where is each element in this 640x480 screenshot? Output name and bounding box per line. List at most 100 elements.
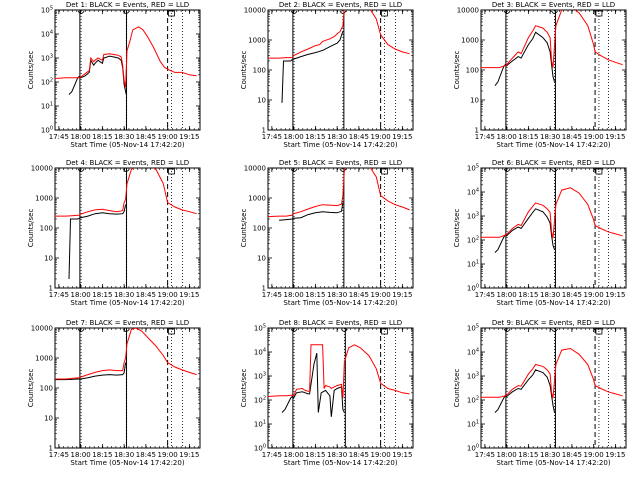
- x-tick-label: 18:30: [114, 291, 134, 299]
- y-tick-label: 1000: [248, 37, 266, 45]
- x-tick-label: 18:30: [327, 291, 347, 299]
- x-tick-label: 18:15: [305, 451, 325, 459]
- flare-flag-icon: [339, 10, 347, 14]
- y-tick-label: 10000: [457, 7, 479, 15]
- lld-line: [481, 187, 623, 239]
- events-line: [279, 202, 344, 221]
- x-tick-label: 18:00: [71, 133, 91, 141]
- y-tick-label: 100: [40, 225, 53, 233]
- x-tick-label: 18:45: [562, 451, 582, 459]
- y-tick-label: 1: [262, 285, 266, 293]
- x-tick-label: 19:15: [392, 451, 412, 459]
- flare-flag-icon: [122, 168, 130, 172]
- panel-det-2: Det 2: BLACK = Events, RED = LLD 1 10 100 10…: [240, 1, 414, 149]
- x-tick-label: 17:45: [475, 133, 495, 141]
- x-tick-label: 19:00: [158, 133, 178, 141]
- events-line: [494, 31, 555, 87]
- panel-title: Det 8: BLACK = Events, RED = LLD: [279, 319, 402, 327]
- flare-flag-icon: [551, 328, 558, 332]
- x-tick-label: 17:45: [49, 291, 69, 299]
- x-tick-label: 17:45: [262, 133, 282, 141]
- x-tick-label: 19:00: [371, 451, 391, 459]
- y-tick-label: 1: [262, 127, 266, 135]
- y-tick-label: 1000: [248, 195, 266, 203]
- events-line: [494, 369, 555, 413]
- x-tick-label: 19:00: [371, 291, 391, 299]
- y-tick-label: 101: [467, 260, 479, 269]
- series-group: [55, 328, 197, 381]
- x-tick-label: 18:45: [349, 451, 369, 459]
- y-tick-label: 104: [467, 188, 479, 197]
- x-tick-label: 18:30: [114, 133, 134, 141]
- x-tick-label: 18:45: [349, 291, 369, 299]
- panel-det-1: Det 1: BLACK = Events, RED = LLD 100 101 10…: [27, 1, 201, 149]
- x-tick-label: 19:15: [605, 451, 625, 459]
- x-axis-label: Start Time (05-Nov-14 17:42:20): [70, 459, 184, 467]
- panel-det-3: Det 3: BLACK = Events, RED = LLD 1 10 100 10…: [453, 1, 627, 149]
- x-tick-label: 18:45: [136, 291, 156, 299]
- lld-line: [268, 168, 410, 218]
- end-flag-icon: [595, 168, 603, 175]
- x-axis-label: Start Time (05-Nov-14 17:42:20): [70, 141, 184, 149]
- y-axis-label: Counts/sec: [240, 209, 248, 248]
- y-tick-label: 10: [44, 255, 53, 263]
- x-tick-label: 18:15: [92, 291, 112, 299]
- y-tick-label: 103: [41, 54, 53, 63]
- events-line: [281, 30, 344, 103]
- y-axis-label: Counts/sec: [453, 209, 461, 248]
- series-group: [481, 10, 623, 87]
- y-tick-label: 1: [49, 285, 53, 293]
- flare-flag-icon: [122, 10, 130, 14]
- flare-flag-icon: [341, 328, 348, 332]
- x-tick-label: 17:45: [262, 291, 282, 299]
- end-flag-icon: [381, 10, 388, 17]
- end-flag-icon: [381, 328, 388, 335]
- panel-det-4: Det 4: BLACK = Events, RED = LLD 1 10 100 10…: [27, 159, 201, 307]
- end-flag-icon: [595, 10, 603, 17]
- flare-flag-icon: [551, 168, 558, 172]
- y-tick-label: 103: [254, 372, 266, 381]
- start-flag-icon: [290, 168, 298, 172]
- x-tick-label: 17:45: [49, 133, 69, 141]
- y-axis-label: Counts/sec: [27, 369, 35, 408]
- y-tick-label: 10: [44, 415, 53, 423]
- events-line: [281, 352, 345, 417]
- y-tick-label: 10: [257, 97, 266, 105]
- plot-frame: [267, 327, 414, 449]
- start-flag-icon: [290, 10, 298, 14]
- start-flag-icon: [77, 168, 85, 172]
- x-axis-label: Start Time (05-Nov-14 17:42:20): [496, 459, 610, 467]
- x-tick-label: 18:15: [305, 291, 325, 299]
- x-tick-label: 18:15: [305, 133, 325, 141]
- lld-line: [268, 10, 410, 59]
- x-axis-label: Start Time (05-Nov-14 17:42:20): [283, 141, 397, 149]
- x-tick-label: 18:15: [518, 451, 538, 459]
- end-flag-icon: [595, 328, 603, 335]
- x-tick-label: 18:15: [518, 133, 538, 141]
- y-tick-label: 101: [467, 420, 479, 429]
- y-tick-label: 1000: [35, 195, 53, 203]
- x-tick-label: 18:45: [562, 291, 582, 299]
- x-tick-label: 19:15: [179, 133, 199, 141]
- x-tick-label: 18:00: [71, 451, 91, 459]
- start-flag-icon: [503, 168, 511, 172]
- x-tick-label: 18:15: [92, 451, 112, 459]
- y-axis-label: Counts/sec: [453, 51, 461, 90]
- lld-line: [55, 26, 197, 88]
- lld-line: [55, 168, 197, 217]
- series-group: [481, 347, 623, 413]
- x-tick-label: 18:45: [562, 133, 582, 141]
- series-group: [268, 168, 410, 221]
- x-tick-label: 18:30: [327, 133, 347, 141]
- x-tick-label: 19:15: [605, 291, 625, 299]
- y-tick-label: 100: [253, 67, 266, 75]
- y-tick-label: 100: [41, 126, 53, 135]
- x-tick-label: 19:00: [158, 291, 178, 299]
- y-tick-label: 10000: [244, 165, 266, 173]
- x-tick-label: 19:15: [179, 291, 199, 299]
- x-tick-label: 18:00: [497, 451, 517, 459]
- y-tick-label: 102: [254, 396, 266, 405]
- lld-line: [55, 328, 197, 380]
- y-tick-label: 104: [254, 348, 266, 357]
- events-line: [68, 204, 127, 280]
